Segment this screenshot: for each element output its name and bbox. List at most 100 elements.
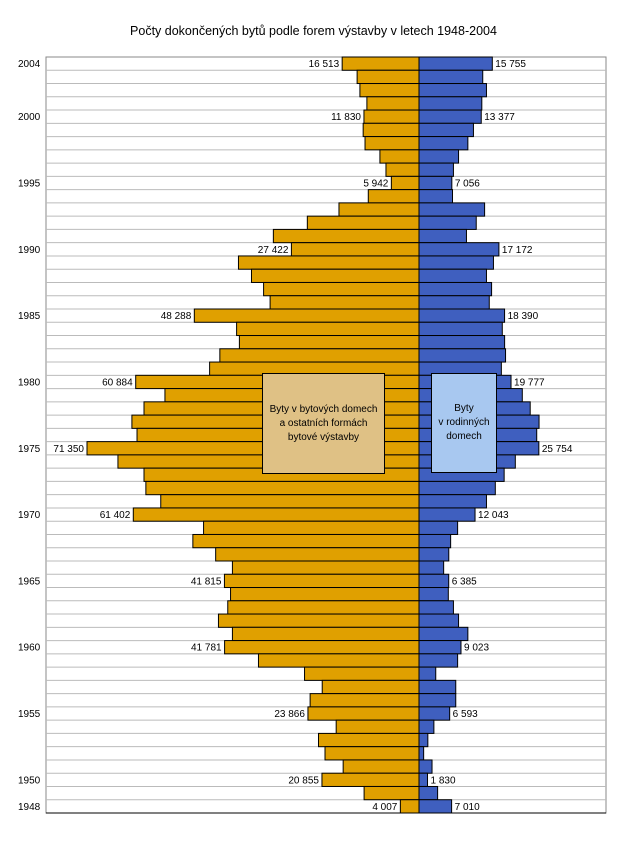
bar-left-1983 <box>238 335 420 350</box>
bar-right-1970 <box>418 507 476 522</box>
bar-left-1987 <box>263 281 420 297</box>
bar-right-1952 <box>418 746 425 761</box>
bar-left-1984 <box>236 321 420 337</box>
bar-left-2002 <box>359 83 420 98</box>
bar-left-1967 <box>215 547 420 562</box>
bar-left-1959 <box>257 653 420 668</box>
year-tick-label: 2000 <box>18 112 41 123</box>
bar-right-2004 <box>418 56 493 71</box>
data-label-left: 71 350 <box>53 444 84 455</box>
bar-right-1991 <box>418 228 467 244</box>
data-label-right: 7 010 <box>455 802 480 813</box>
bar-left-1964 <box>230 587 420 602</box>
bar-right-1987 <box>418 281 493 297</box>
data-label-left: 16 513 <box>309 59 340 70</box>
bar-right-1962 <box>418 613 460 628</box>
bar-right-1957 <box>418 679 457 695</box>
bar-left-1956 <box>309 693 420 708</box>
data-label-bg <box>305 58 342 70</box>
bar-right-1956 <box>418 693 457 708</box>
data-label-right: 12 043 <box>478 510 509 521</box>
data-label-left: 41 781 <box>191 643 222 654</box>
data-label-left: 27 422 <box>258 245 289 256</box>
bar-left-1954 <box>335 719 420 734</box>
bar-left-1989 <box>237 255 420 270</box>
bar-right-1954 <box>418 719 435 734</box>
bar-left-1986 <box>269 295 420 310</box>
year-tick-label: 1980 <box>18 377 41 388</box>
bar-right-1988 <box>418 268 487 283</box>
data-label-right: 7 056 <box>455 179 480 190</box>
bar-right-1993 <box>418 202 486 217</box>
bar-right-2001 <box>418 96 483 111</box>
chart-title: Počty dokončených bytů podle forem výsta… <box>130 24 497 38</box>
bar-left-1982 <box>219 348 420 363</box>
bar-left-1951 <box>342 759 420 774</box>
legend-family-houses: Byty v rodinných domech <box>431 373 497 473</box>
data-label-bg <box>187 575 224 587</box>
bar-left-1970 <box>132 507 420 522</box>
bar-left-1958 <box>304 666 420 681</box>
data-label-right: 6 385 <box>452 576 477 587</box>
data-label-bg <box>369 800 400 812</box>
bar-right-1965 <box>418 573 450 589</box>
data-label-left: 4 007 <box>372 802 397 813</box>
bar-left-1950 <box>321 772 420 787</box>
data-label-right: 15 755 <box>495 59 526 70</box>
bar-right-1996 <box>418 162 454 177</box>
year-tick-label: 1970 <box>18 510 41 521</box>
bar-left-1992 <box>306 215 420 230</box>
data-label-bg <box>360 177 391 189</box>
data-label-left: 61 402 <box>100 510 131 521</box>
year-tick-label: 1950 <box>18 775 41 786</box>
bar-left-1995 <box>390 175 420 191</box>
bar-right-2000 <box>418 109 482 124</box>
bar-left-1962 <box>217 613 420 628</box>
bar-right-1983 <box>418 335 506 350</box>
data-label-bg <box>271 707 307 720</box>
bar-right-1992 <box>418 215 477 230</box>
data-label-right: 13 377 <box>484 112 515 123</box>
bar-right-1950 <box>418 772 429 787</box>
data-label-right: 17 172 <box>502 245 533 256</box>
year-tick-label: 1995 <box>18 179 41 190</box>
data-label-left: 5 942 <box>363 179 388 190</box>
data-label-right: 9 023 <box>464 643 489 654</box>
bar-left-1996 <box>385 162 420 177</box>
bar-right-2003 <box>418 69 484 85</box>
bar-right-1998 <box>418 136 469 151</box>
bar-left-1972 <box>145 480 420 496</box>
bar-right-1955 <box>418 706 451 721</box>
data-label-bg <box>187 641 224 653</box>
data-label-right: 19 777 <box>514 377 545 388</box>
bar-right-1964 <box>418 587 449 602</box>
bar-left-1961 <box>231 626 420 642</box>
bar-left-1960 <box>224 640 420 655</box>
bar-right-1967 <box>418 547 450 562</box>
bar-left-1955 <box>307 706 420 721</box>
bar-right-1953 <box>418 732 429 748</box>
year-tick-label: 1960 <box>18 643 41 654</box>
bar-left-1963 <box>227 600 420 615</box>
bar-left-1966 <box>231 560 420 575</box>
year-tick-label: 1955 <box>18 709 41 720</box>
data-label-left: 41 815 <box>191 576 222 587</box>
bar-right-1994 <box>418 189 454 204</box>
data-label-bg <box>327 111 363 123</box>
bar-right-1986 <box>418 295 490 310</box>
data-label-bg <box>285 774 321 786</box>
bar-right-1972 <box>418 480 496 496</box>
bar-left-1990 <box>290 242 420 257</box>
year-tick-label: 2004 <box>18 59 41 70</box>
data-label-left: 48 288 <box>161 311 192 322</box>
data-label-bg <box>254 243 291 255</box>
bar-right-1997 <box>418 149 460 164</box>
year-tick-label: 1990 <box>18 245 41 256</box>
data-label-left: 20 855 <box>288 775 319 786</box>
bar-right-1958 <box>418 666 437 681</box>
data-label-right: 1 830 <box>431 775 456 786</box>
bar-right-1982 <box>418 348 507 363</box>
bar-left-1952 <box>324 746 420 761</box>
data-label-bg <box>50 442 86 454</box>
bar-right-2002 <box>418 83 487 98</box>
